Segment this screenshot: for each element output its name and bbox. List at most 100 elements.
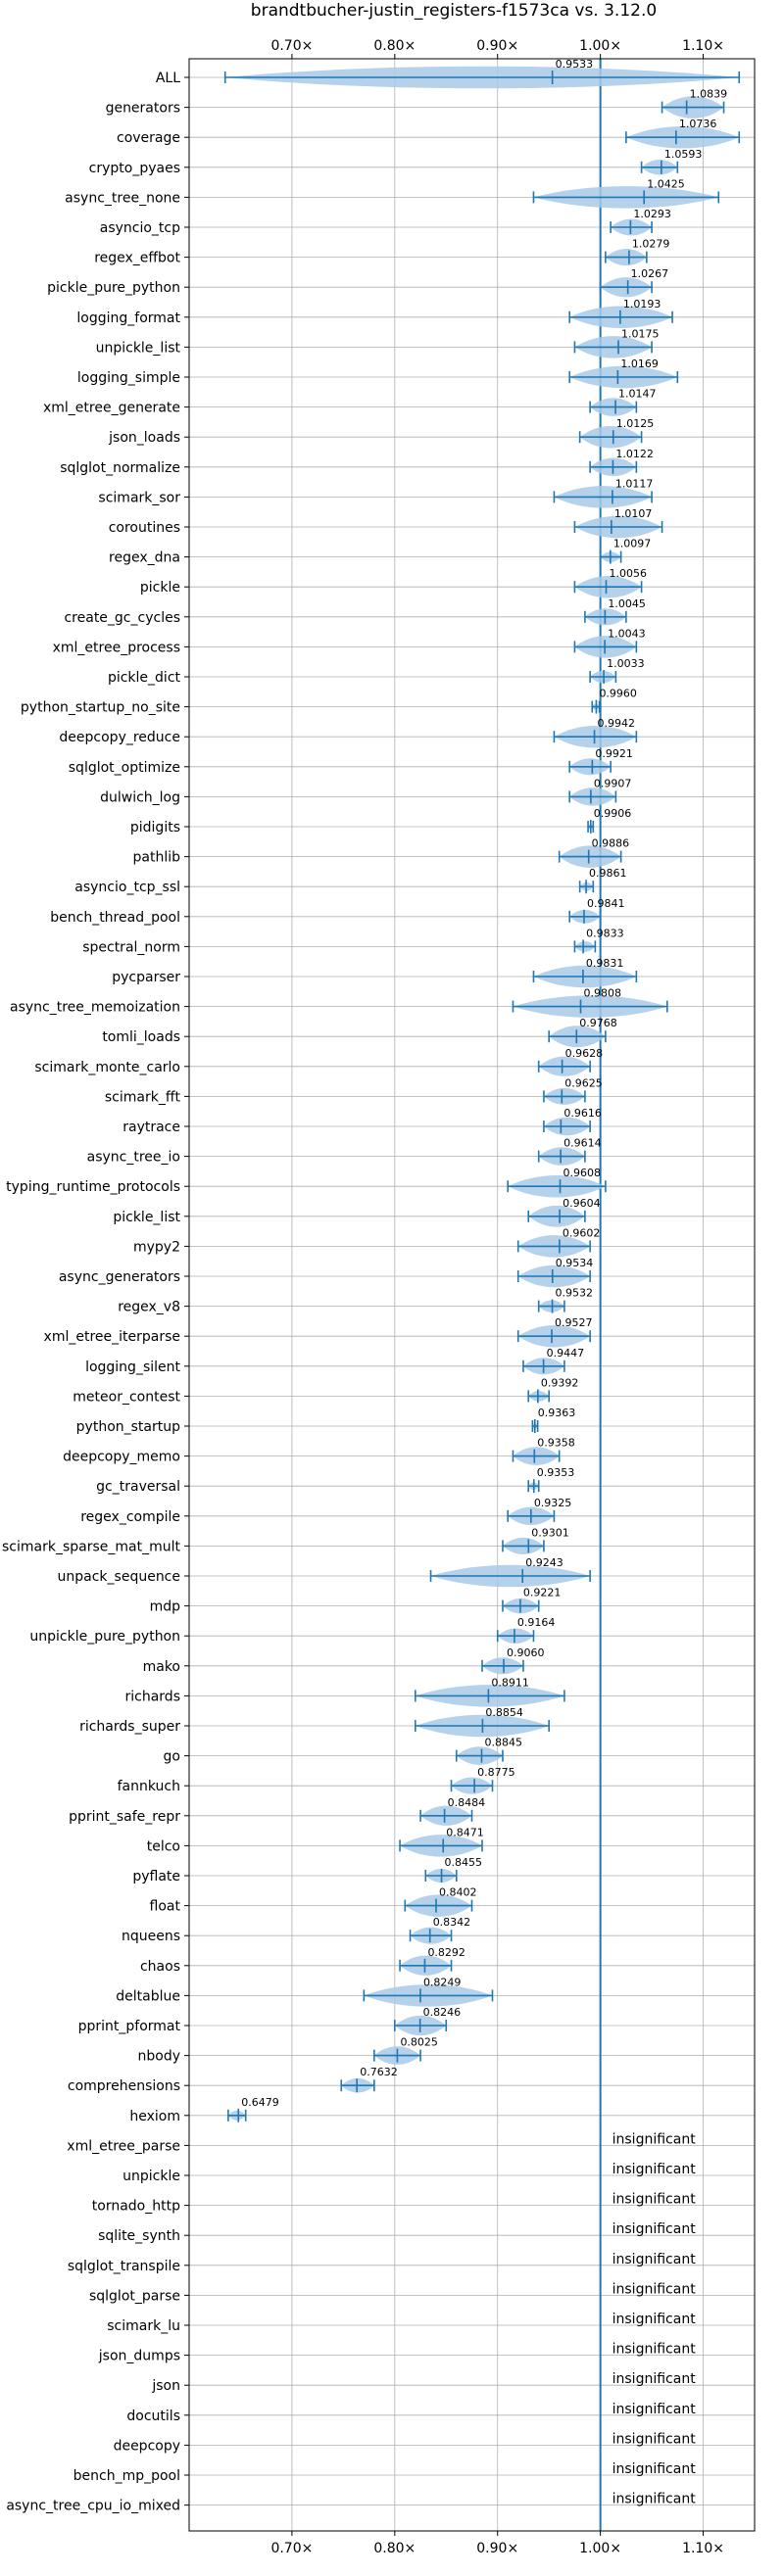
value-label: 0.8246 [423, 2006, 462, 2019]
value-label: 0.6479 [241, 2096, 279, 2109]
value-label: 0.8025 [400, 2036, 438, 2049]
benchmark-label: xml_etree_iterparse [44, 1329, 180, 1345]
benchmark-label: ALL [156, 71, 180, 86]
benchmark-label: pprint_safe_repr [69, 1809, 180, 1825]
benchmark-label: coverage [117, 130, 180, 146]
value-label: 0.9602 [563, 1226, 601, 1239]
benchmark-label: deepcopy_reduce [59, 730, 180, 745]
x-tick-label-top: 0.70× [270, 38, 313, 54]
benchmark-label: pprint_pformat [78, 2019, 181, 2034]
benchmark-label: pickle_list [113, 1210, 180, 1225]
value-label: 0.9363 [538, 1407, 576, 1419]
benchmark-label: asyncio_tcp [100, 220, 180, 236]
benchmark-label: richards [125, 1689, 181, 1704]
value-label: 0.9886 [592, 837, 630, 850]
value-label: 1.0125 [616, 417, 655, 430]
benchmark-label: tomli_loads [102, 1029, 180, 1045]
value-label: 0.9604 [563, 1197, 601, 1210]
benchmark-label: xml_etree_generate [43, 401, 180, 416]
value-label: 1.0736 [679, 118, 717, 130]
benchmark-label: xml_etree_process [53, 640, 180, 655]
value-label: 0.8471 [446, 1826, 484, 1838]
value-label: 0.9808 [583, 987, 621, 1000]
benchmark-label: create_gc_cycles [64, 610, 180, 626]
insignificant-label: insignificant [612, 2461, 697, 2477]
insignificant-label: insignificant [612, 2371, 697, 2387]
value-label: 1.0267 [631, 267, 669, 280]
value-label: 0.8455 [445, 1856, 483, 1869]
benchmark-label: nqueens [122, 1929, 180, 1944]
value-label: 1.0122 [615, 448, 654, 460]
benchmark-label: pickle_dict [108, 670, 181, 686]
value-label: 0.9960 [599, 688, 637, 700]
x-tick-label-bottom: 0.70× [270, 2541, 313, 2556]
insignificant-label: insignificant [612, 2431, 697, 2447]
insignificant-label: insignificant [612, 2252, 697, 2267]
value-label: 1.0107 [614, 507, 653, 520]
benchmark-label: regex_effbot [94, 251, 180, 266]
chart-title: brandtbucher-justin_registers-f1573ca vs… [251, 1, 657, 21]
benchmark-label: unpickle [122, 2169, 180, 2184]
benchmark-label: mako [143, 1659, 180, 1675]
benchmark-label: scimark_lu [107, 2318, 180, 2334]
value-label: 1.0097 [613, 538, 652, 550]
benchmark-label: xml_etree_parse [67, 2138, 180, 2154]
benchmark-label: crypto_pyaes [89, 161, 180, 176]
benchmark-label: pyflate [132, 1869, 180, 1884]
mark-layer: 0.9533 1.0839 1.0736 1.0593 1.0425 1.0293 1.02… [223, 58, 741, 2531]
benchmark-label: float [150, 1899, 181, 1915]
value-label: 0.9616 [564, 1107, 602, 1120]
x-tick-label-bottom: 0.80× [373, 2541, 416, 2556]
value-label: 1.0033 [607, 657, 645, 670]
benchmark-label: asyncio_tcp_ssl [74, 880, 180, 895]
grid-layer [189, 59, 755, 2531]
value-label: 0.8342 [433, 1916, 471, 1929]
benchmark-label: pickle [140, 580, 180, 596]
benchmark-label: docutils [126, 2409, 180, 2424]
x-tick-label-bottom: 1.10× [682, 2541, 724, 2556]
benchmark-label: mypy2 [133, 1239, 180, 1255]
value-label: 0.9533 [556, 58, 594, 71]
axis-layer: 0.70× 0.70× 0.80× 0.80× 0.90× 0.90× 1.00× 1.00×… [2, 38, 724, 2556]
x-tick-label-top: 1.00× [579, 38, 621, 54]
value-label: 1.0056 [610, 567, 648, 580]
benchmark-label: logging_simple [77, 370, 180, 386]
value-label: 1.0839 [690, 88, 728, 101]
benchmark-label: bench_thread_pool [50, 910, 180, 926]
insignificant-label: insignificant [612, 2192, 697, 2208]
value-label: 0.9608 [564, 1167, 602, 1179]
value-label: 0.7632 [360, 2066, 398, 2078]
insignificant-label: insignificant [612, 2342, 697, 2358]
x-tick-label-bottom: 1.00× [579, 2541, 621, 2556]
benchmark-label: regex_compile [80, 1509, 180, 1525]
value-label: 0.9833 [586, 927, 624, 939]
value-label: 0.9534 [556, 1257, 594, 1269]
value-label: 1.0593 [664, 148, 703, 161]
benchmark-label: deepcopy_memo [63, 1450, 180, 1465]
benchmark-label: gc_traversal [96, 1479, 180, 1495]
insignificant-label: insignificant [612, 2131, 697, 2147]
benchmark-label: comprehensions [68, 2078, 180, 2094]
benchmark-label: richards_super [79, 1719, 180, 1735]
benchmark-label: pycparser [112, 970, 180, 985]
benchmark-label: sqlglot_parse [89, 2288, 180, 2304]
value-label: 0.8249 [423, 1976, 462, 1988]
value-label: 0.9353 [537, 1466, 575, 1479]
value-label: 0.8854 [485, 1706, 522, 1719]
value-label: 0.9358 [537, 1437, 575, 1450]
benchmark-label: mdp [150, 1599, 181, 1615]
x-tick-label-top: 0.80× [373, 38, 416, 54]
value-label: 0.9907 [594, 777, 632, 789]
benchmark-label: async_generators [59, 1269, 180, 1285]
x-tick-label-bottom: 0.90× [476, 2541, 518, 2556]
benchmark-label: scimark_sor [98, 490, 180, 505]
benchmark-label: tornado_http [92, 2199, 180, 2215]
x-tick-label-top: 1.10× [682, 38, 724, 54]
value-label: 0.9831 [586, 957, 624, 970]
value-label: 0.9325 [534, 1497, 572, 1509]
benchmark-label: deltablue [116, 1988, 180, 2004]
benchmark-label: python_startup_no_site [21, 700, 180, 716]
benchmark-label: logging_format [76, 310, 180, 326]
value-label: 0.8845 [484, 1737, 522, 1749]
